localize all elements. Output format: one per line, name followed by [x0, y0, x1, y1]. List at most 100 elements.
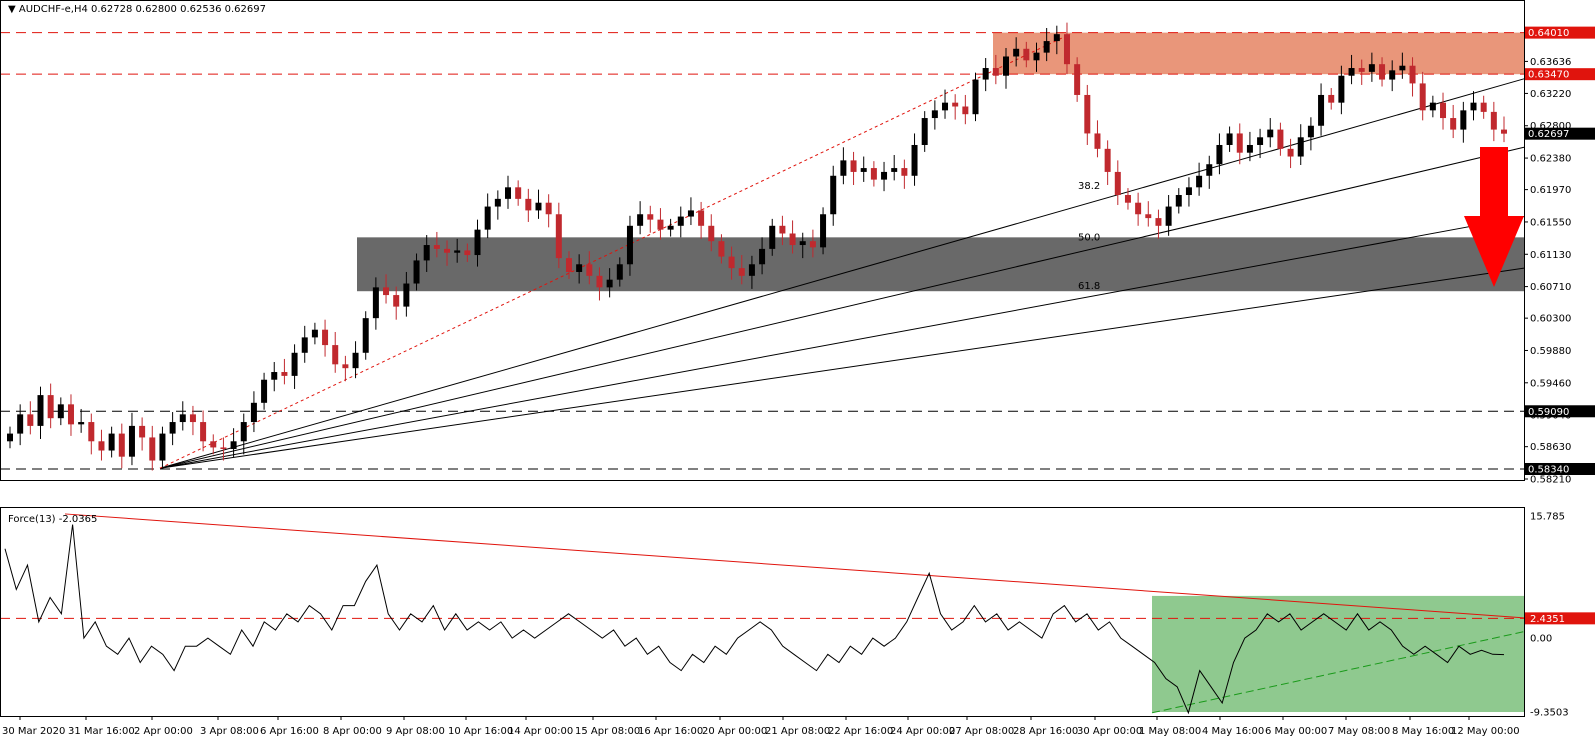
candle — [108, 426, 115, 458]
candle — [982, 58, 989, 92]
candle-body — [250, 402, 257, 423]
candle-body — [118, 433, 125, 457]
candle-body — [1501, 129, 1507, 134]
candle-body — [240, 422, 247, 442]
candle — [1379, 57, 1386, 87]
candle-body — [1379, 64, 1386, 80]
price-frame — [0, 0, 1525, 481]
candle-body — [942, 102, 949, 111]
candle-body — [494, 198, 501, 207]
candle-body — [728, 256, 735, 269]
force-header: Force(13) -2.0365 — [8, 514, 97, 525]
candle-body — [1490, 111, 1497, 130]
candle-body — [769, 225, 776, 249]
candle — [515, 180, 522, 206]
candle — [1287, 138, 1294, 169]
candle — [1328, 88, 1335, 110]
candle — [1033, 42, 1040, 72]
force-indicator-label: Force(13) -2.0365 — [8, 514, 98, 525]
candle-body — [403, 283, 410, 307]
candle — [565, 251, 572, 279]
candle — [505, 175, 511, 209]
candle — [535, 189, 542, 219]
candle-body — [606, 279, 613, 288]
candle — [1490, 101, 1497, 142]
candle — [484, 193, 491, 239]
candle-body — [1013, 48, 1020, 57]
dropdown-triangle-icon[interactable]: ▼ — [8, 4, 16, 15]
x-tick-label: 31 Mar 16:00 — [68, 726, 135, 737]
candle — [433, 231, 440, 258]
candle — [1399, 52, 1406, 79]
candle-body — [779, 225, 786, 234]
candle — [1094, 120, 1101, 158]
candle-body — [1023, 48, 1030, 61]
price-tick-label: 0.60300 — [1530, 314, 1571, 325]
candle-body — [1074, 64, 1081, 95]
price-tick-label: 0.61970 — [1530, 185, 1571, 196]
price-tick-label: 0.59460 — [1530, 378, 1571, 389]
chart-header[interactable]: ▼ AUDCHF-e,H4 0.62728 0.62800 0.62536 0.… — [8, 4, 266, 15]
x-tick-label: 28 Apr 16:00 — [1013, 726, 1078, 737]
candle-body — [535, 202, 542, 211]
x-tick-label: 21 Apr 08:00 — [765, 726, 830, 737]
candle-body — [1003, 56, 1009, 76]
candle-body — [1236, 133, 1243, 153]
level-badge-label: 0.59090 — [1528, 407, 1569, 418]
candle-body — [748, 264, 755, 276]
candle-body — [1399, 65, 1406, 71]
candle-body — [281, 372, 288, 376]
candle — [555, 202, 562, 269]
candle-body — [698, 210, 705, 226]
candle-body — [1135, 202, 1142, 215]
candle-body — [759, 248, 766, 265]
candle-body — [647, 214, 654, 220]
candle-body — [1460, 110, 1467, 130]
candle — [1440, 92, 1447, 130]
candle — [972, 72, 979, 122]
candle-body — [1114, 171, 1121, 196]
candle-body — [322, 329, 329, 346]
candle — [332, 332, 339, 373]
candle-body — [1226, 133, 1233, 145]
candle — [1003, 48, 1009, 89]
candle — [850, 151, 857, 186]
candle — [464, 243, 471, 262]
candle — [596, 267, 603, 301]
candle-body — [1429, 102, 1436, 111]
candle — [1053, 25, 1060, 55]
candle-body — [687, 210, 694, 217]
candle-body — [891, 168, 898, 172]
x-tick-label: 20 Apr 00:00 — [702, 726, 767, 737]
candle — [67, 394, 74, 436]
candle-body — [1185, 187, 1192, 196]
fib-label: 50.0 — [1078, 232, 1100, 243]
price-tick-label: 0.59880 — [1530, 346, 1571, 357]
candle-body — [881, 171, 888, 180]
candle-body — [830, 175, 837, 215]
x-tick-label: 6 Apr 16:00 — [260, 726, 319, 737]
candle — [1196, 162, 1203, 196]
x-tick-label: 14 Apr 00:00 — [508, 726, 573, 737]
candle — [454, 238, 461, 263]
candle-body — [332, 345, 339, 365]
x-tick-label: 8 Apr 00:00 — [323, 726, 382, 737]
candle-body — [586, 264, 593, 276]
candle-body — [1063, 34, 1070, 65]
candle — [57, 397, 64, 426]
candle — [1155, 209, 1162, 239]
force-chart — [0, 513, 1525, 715]
level-badge-label: 0.63470 — [1528, 70, 1569, 81]
candle — [1145, 201, 1152, 227]
candle — [1216, 133, 1223, 175]
candle-body — [383, 287, 390, 296]
force-tick-label: 0.00 — [1530, 634, 1552, 645]
candle-body — [1348, 68, 1355, 76]
candle — [220, 437, 227, 461]
x-tick-label: 12 May 00:00 — [1451, 726, 1520, 737]
candle — [952, 94, 959, 120]
candle-body — [423, 245, 430, 261]
fib-fan-line — [159, 146, 1525, 469]
price-tick-label: 0.61130 — [1530, 250, 1571, 261]
price-tick-label: 0.61550 — [1530, 217, 1571, 228]
